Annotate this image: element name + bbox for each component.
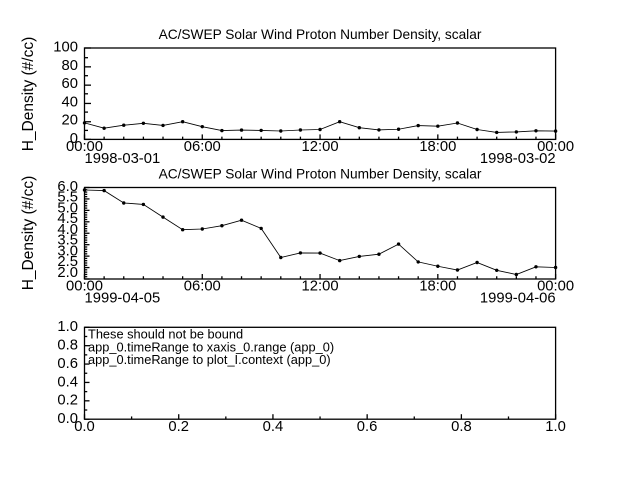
svg-text:H_Density (#/cc): H_Density (#/cc) [20,176,37,291]
svg-text:0.4: 0.4 [263,419,284,435]
svg-text:0.6: 0.6 [357,419,378,435]
svg-text:18:00: 18:00 [419,139,456,155]
svg-text:AC/SWEP Solar Wind Proton Num: AC/SWEP Solar Wind Proton Number Density… [159,27,482,42]
svg-text:06:00: 06:00 [184,139,221,155]
svg-text:40: 40 [62,94,78,110]
svg-text:0.2: 0.2 [57,393,78,409]
svg-text:1.0: 1.0 [545,419,566,435]
svg-text:0.8: 0.8 [451,419,472,435]
svg-text:80: 80 [62,58,78,74]
svg-text:12:00: 12:00 [302,279,339,295]
svg-text:06:00: 06:00 [184,279,221,295]
svg-text:1999-04-06: 1999-04-06 [480,291,556,307]
svg-text:18:00: 18:00 [419,279,456,295]
svg-text:1998-03-02: 1998-03-02 [480,151,556,167]
svg-text:app_0.timeRange to plot_I.cont: app_0.timeRange to plot_I.context (app_0… [88,352,331,367]
svg-text:1.0: 1.0 [57,319,78,335]
svg-text:0.4: 0.4 [57,374,78,390]
svg-text:60: 60 [62,76,78,92]
svg-text:AC/SWEP Solar Wind Proton Num: AC/SWEP Solar Wind Proton Number Density… [159,167,482,182]
svg-text:0.6: 0.6 [57,356,78,372]
svg-text:0.2: 0.2 [168,419,189,435]
svg-text:0.0: 0.0 [74,419,95,435]
svg-text:H_Density (#/cc): H_Density (#/cc) [20,37,37,152]
svg-text:20: 20 [62,113,78,129]
svg-text:100: 100 [53,40,78,56]
svg-text:1999-04-05: 1999-04-05 [85,291,161,307]
svg-text:0.8: 0.8 [57,337,78,353]
svg-text:12:00: 12:00 [302,139,339,155]
svg-text:1998-03-01: 1998-03-01 [85,151,161,167]
